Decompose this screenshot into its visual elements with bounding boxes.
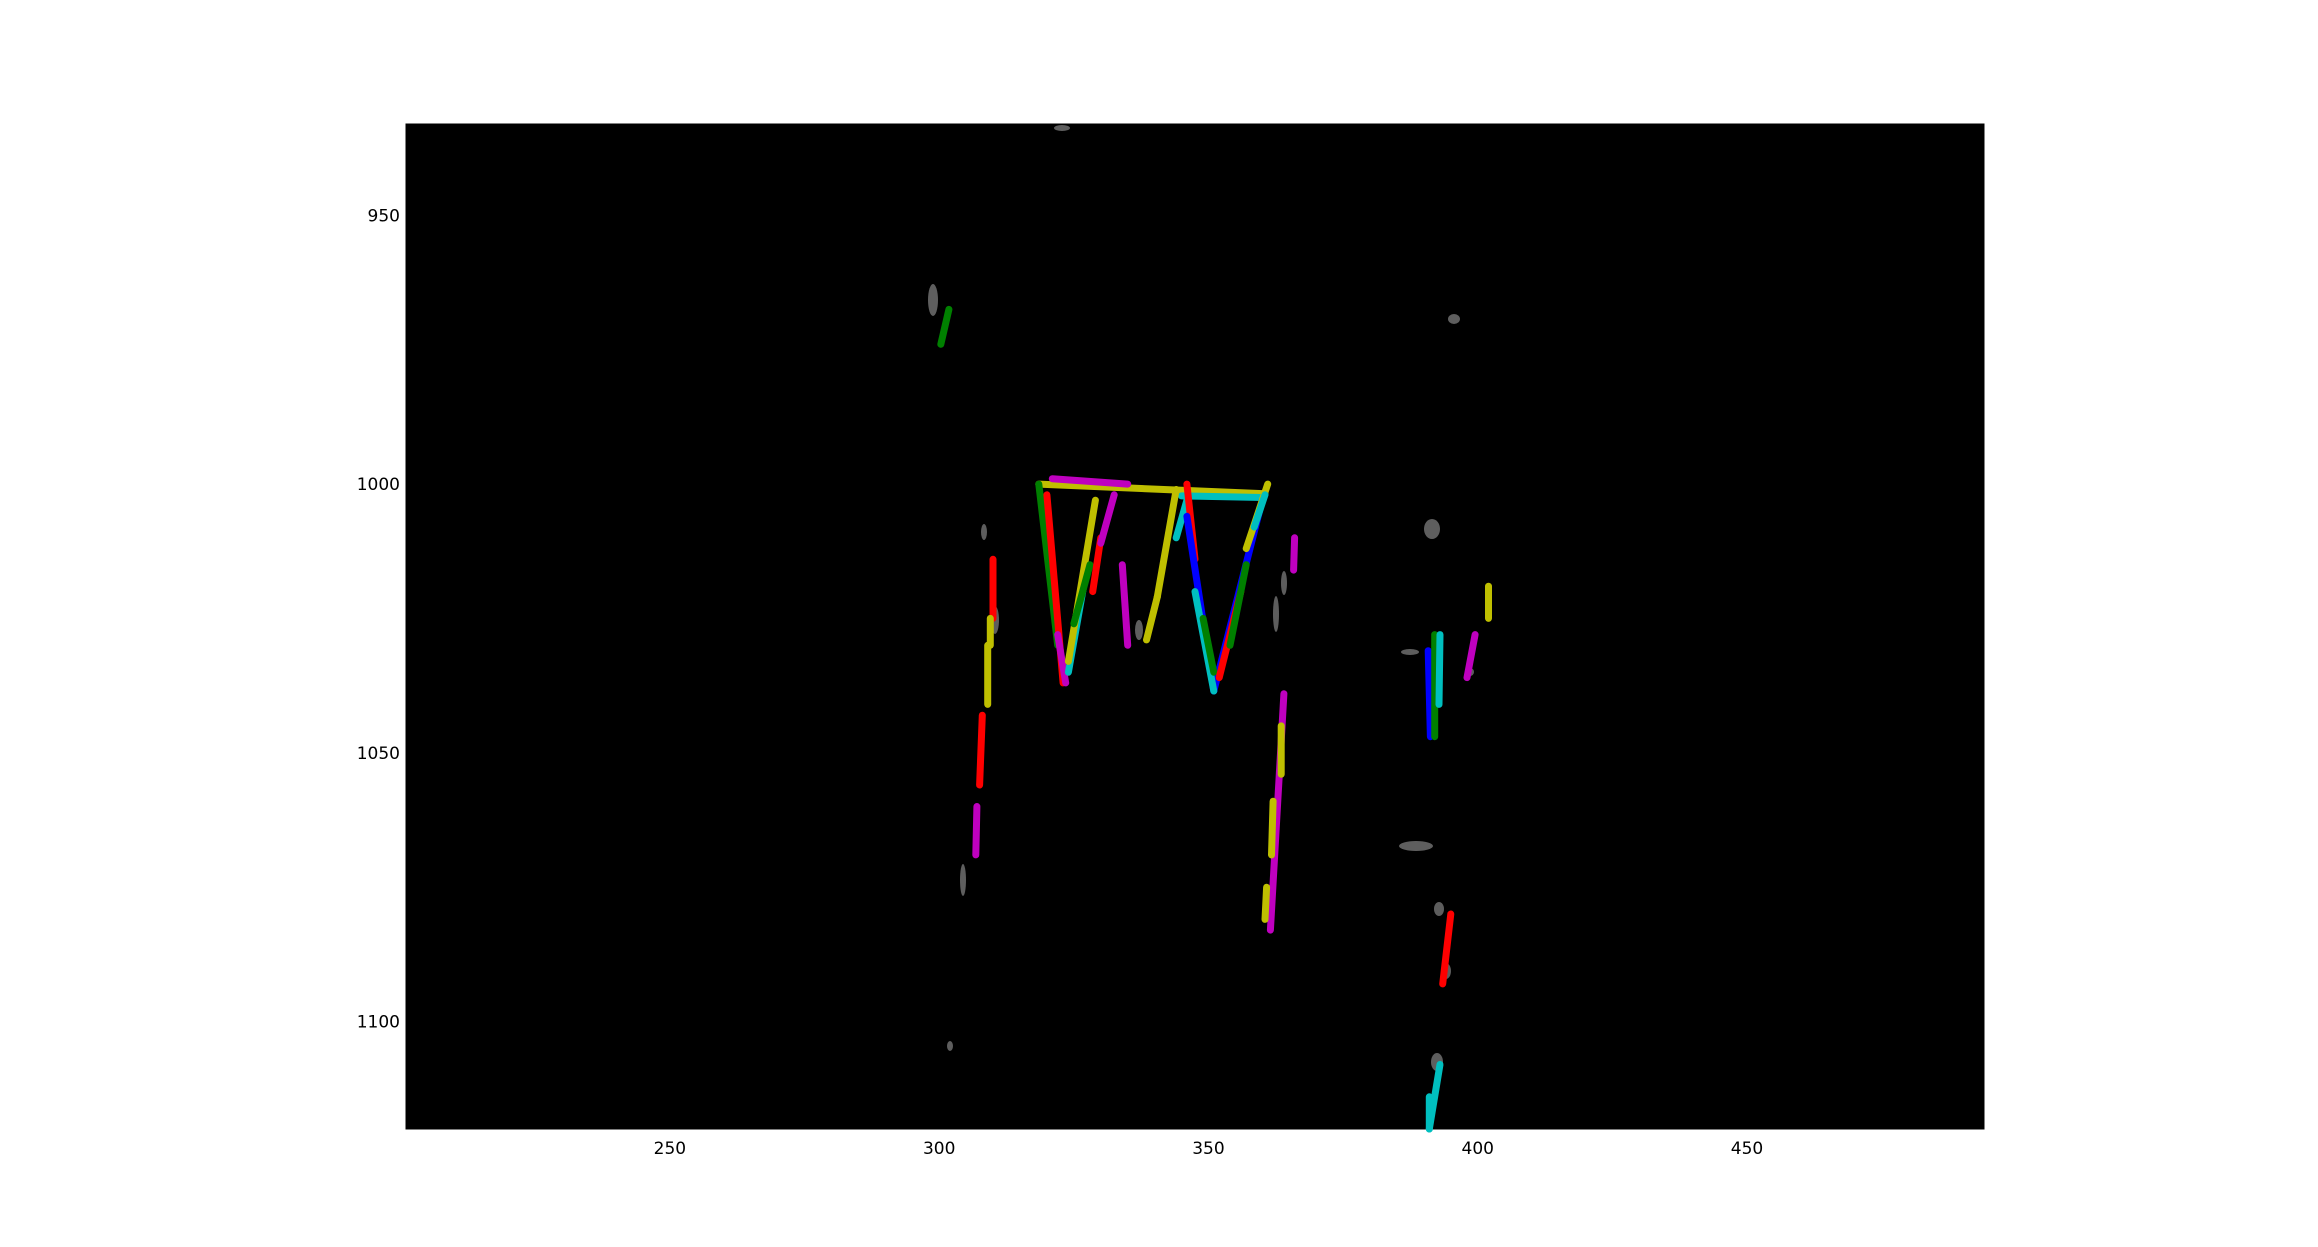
segment-9 (1070, 561, 1094, 628)
edge-blob (1054, 125, 1070, 131)
x-tick-label: 450 (1731, 1139, 1763, 1159)
edge-blob (928, 284, 938, 316)
segment-40 (1439, 910, 1455, 988)
segment-24 (1250, 491, 1269, 531)
segment-29 (972, 803, 981, 859)
edge-blob (1135, 620, 1143, 640)
edge-blob (1401, 649, 1419, 655)
segment-14 (1153, 486, 1180, 601)
x-tick-label: 350 (1192, 1139, 1224, 1159)
segment-1 (1035, 480, 1269, 498)
plot-area (405, 123, 1985, 1130)
edge-blob (947, 1041, 953, 1051)
segment-12 (1118, 561, 1132, 649)
edge-blob (1448, 314, 1460, 324)
segment-2 (1048, 475, 1132, 488)
segment-10 (1089, 534, 1105, 596)
segment-22 (1226, 561, 1250, 649)
segment-34 (1261, 883, 1271, 923)
edge-blob (1273, 596, 1279, 632)
y-axis-ticks: 950 1000 1050 1100 (357, 206, 414, 1033)
segment-20 (1199, 614, 1218, 676)
edge-blob (1281, 571, 1287, 595)
segment-6 (1054, 631, 1070, 687)
edge-blob (1399, 841, 1433, 851)
edge-blob (981, 524, 987, 540)
y-tick-label: 1100 (357, 1013, 400, 1033)
y-tick-label: 1050 (357, 744, 400, 764)
x-tick-label: 400 (1462, 1139, 1494, 1159)
x-tick-label: 300 (923, 1139, 955, 1159)
segment-38 (1463, 631, 1479, 682)
segment-15 (1172, 496, 1191, 542)
segment-3 (1178, 492, 1266, 501)
y-tick-label: 950 (368, 206, 400, 226)
segment-35 (1424, 647, 1434, 741)
segment-13 (1143, 593, 1161, 644)
x-tick-label: 250 (654, 1139, 686, 1159)
edge-blob (1434, 902, 1444, 916)
segment-8 (1064, 496, 1099, 665)
segment-33 (1268, 797, 1277, 859)
segment-28 (976, 711, 986, 789)
y-tick-label: 1000 (357, 475, 400, 495)
detected-segments (937, 305, 1492, 1133)
segment-37 (1435, 631, 1444, 708)
edge-blob (1424, 519, 1440, 539)
edge-blob (960, 864, 966, 896)
segment-11 (1097, 491, 1118, 547)
x-axis-ticks: 250 300 350 400 450 (654, 1121, 1763, 1159)
segment-30 (1290, 534, 1299, 574)
segment-0 (937, 305, 953, 348)
